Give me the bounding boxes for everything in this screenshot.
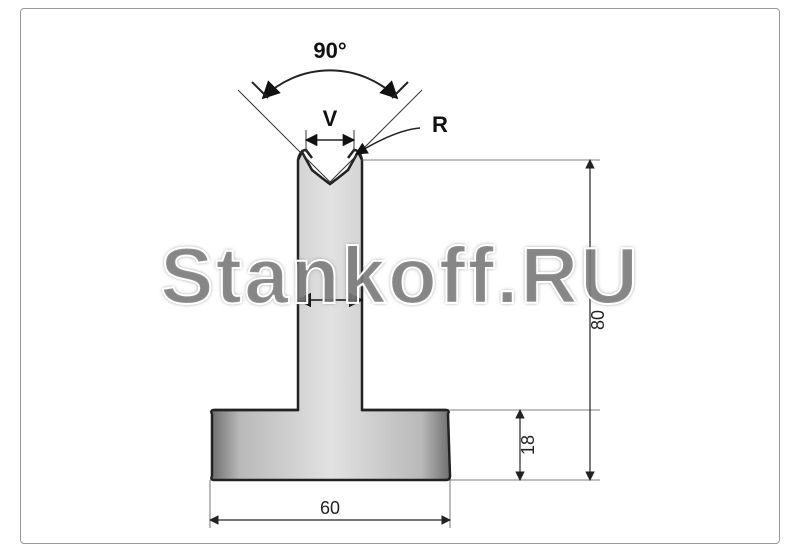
diagram-canvas: 90° V R 80 18 bbox=[0, 0, 800, 552]
technical-drawing-svg: 90° V R 80 18 bbox=[0, 0, 800, 552]
v-label: V bbox=[323, 106, 338, 131]
dim-base-width: 60 bbox=[320, 498, 340, 518]
r-label: R bbox=[432, 112, 448, 137]
dim-total-height: 80 bbox=[588, 310, 608, 330]
die-body bbox=[211, 150, 450, 480]
v-dimension bbox=[306, 130, 354, 152]
dim-base-height: 18 bbox=[518, 435, 538, 455]
r-callout bbox=[356, 128, 420, 154]
angle-value: 90° bbox=[313, 38, 346, 63]
